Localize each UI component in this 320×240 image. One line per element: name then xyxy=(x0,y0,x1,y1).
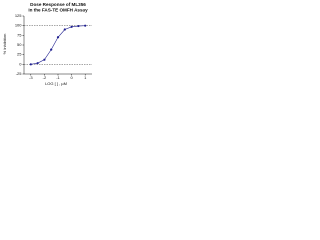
y-tick-label: -25 xyxy=(16,71,23,76)
y-tick-label: 75 xyxy=(17,32,22,37)
y-tick-label: 25 xyxy=(17,52,22,57)
y-tick-label: 0 xyxy=(19,61,22,66)
data-point xyxy=(29,63,32,66)
data-point xyxy=(43,58,46,61)
x-tick-label: -1 xyxy=(56,75,60,80)
x-tick-label: 1 xyxy=(84,75,87,80)
data-point xyxy=(50,48,53,51)
fit-line xyxy=(30,25,86,65)
chart: Dose Response of ML356 in the FAS-TE OMF… xyxy=(2,2,92,86)
x-tick-label: 0 xyxy=(70,75,73,80)
chart-title: in the FAS-TE OMFH Assay xyxy=(28,8,88,13)
y-axis-label: % Inhibition xyxy=(2,34,7,55)
x-axis-label: LOG [ ] , µM xyxy=(45,81,67,86)
y-tick-label: 100 xyxy=(15,23,22,28)
x-tick-label: -3 xyxy=(29,75,33,80)
x-tick-label: -2 xyxy=(43,75,47,80)
data-point xyxy=(36,62,39,65)
y-tick-label: 50 xyxy=(17,42,22,47)
data-point xyxy=(70,25,73,28)
data-point xyxy=(84,24,87,27)
data-point xyxy=(77,24,80,28)
y-tick-label: 125 xyxy=(15,13,22,18)
chart-title: Dose Response of ML356 xyxy=(30,2,86,7)
data-point xyxy=(63,28,66,31)
data-point xyxy=(56,36,60,39)
